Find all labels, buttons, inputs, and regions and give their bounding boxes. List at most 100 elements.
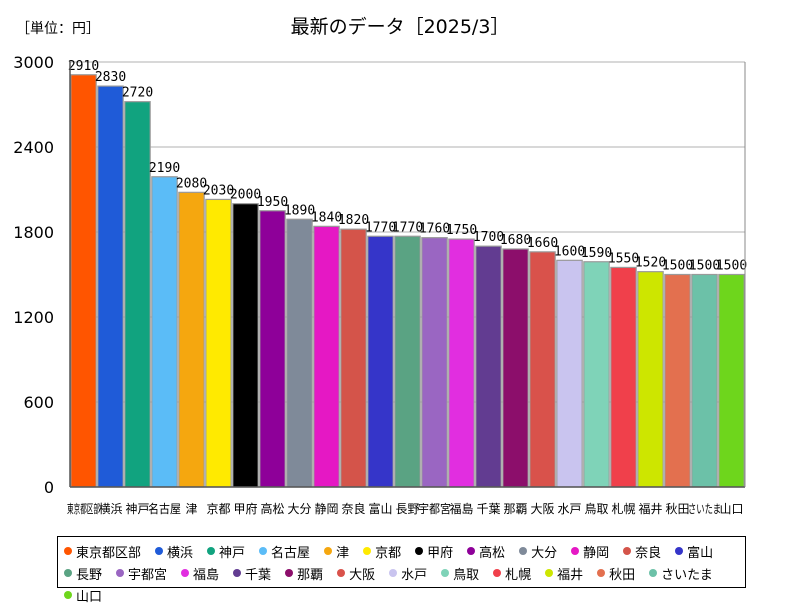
legend-marker <box>337 569 346 577</box>
legend-item: 千葉 <box>233 562 271 584</box>
legend-marker <box>116 569 125 577</box>
legend-marker <box>519 547 528 555</box>
x-tick-label: 宇都宮 <box>418 501 451 516</box>
data-label: 1950 <box>257 195 288 210</box>
legend-label: 静岡 <box>583 545 610 561</box>
legend-item: 東京都区部 <box>64 540 141 562</box>
bar <box>502 248 529 488</box>
legend-marker <box>441 569 450 577</box>
legend-label: 秋田 <box>609 567 636 583</box>
bar <box>340 228 367 488</box>
legend-label: 那覇 <box>297 567 324 583</box>
legend-item: 奈良 <box>623 540 661 562</box>
x-tick-label: 富山 <box>368 501 392 516</box>
data-label: 1840 <box>311 210 342 225</box>
legend-marker <box>675 547 684 555</box>
x-tick-label: 静岡 <box>314 502 338 516</box>
bar <box>664 273 691 488</box>
legend-marker <box>64 591 72 599</box>
x-tick-label: 秋田 <box>665 502 689 516</box>
legend-marker <box>324 547 333 555</box>
legend-marker <box>649 569 658 577</box>
x-tick-label: 大分 <box>287 502 311 516</box>
bar <box>718 273 745 488</box>
bar <box>205 198 232 488</box>
chart-legend: 東京都区部 横浜 神戸 名古屋 津 京都 甲府 高松 大分 静岡 奈良 富山 長野 宇都宮 福島 千葉 那覇 大阪… <box>57 536 746 605</box>
legend-label: 福島 <box>193 567 220 583</box>
data-label: 2190 <box>149 161 180 176</box>
legend-label: 鳥取 <box>453 567 480 583</box>
x-tick-label: 那覇 <box>503 502 527 516</box>
legend-label: 京都 <box>375 545 402 561</box>
legend-marker <box>415 547 424 555</box>
legend-label: 高松 <box>479 545 506 561</box>
legend-item: 静岡 <box>571 540 609 562</box>
legend-item: 福島 <box>181 562 219 584</box>
legend-item: 大阪 <box>337 562 375 584</box>
data-label: 2720 <box>122 86 153 101</box>
legend-item: さいたま <box>649 562 713 584</box>
legend-marker <box>233 569 242 577</box>
legend-label: 長野 <box>76 567 103 583</box>
legend-marker <box>571 547 580 555</box>
y-tick-label: 1800 <box>13 223 54 242</box>
legend-item: 宇都宮 <box>116 562 167 584</box>
legend-marker <box>467 547 476 555</box>
legend-item: 横浜 <box>155 540 193 562</box>
y-tick-label: 3000 <box>13 53 54 72</box>
bar <box>313 225 340 488</box>
x-tick-label: 高松 <box>260 501 284 516</box>
x-tick-label: 神戸 <box>125 502 149 516</box>
legend-label: 甲府 <box>427 545 454 561</box>
legend-marker <box>207 547 216 555</box>
bar <box>475 245 502 488</box>
x-tick-label: 長野 <box>395 502 419 516</box>
legend-label: 富山 <box>687 545 714 561</box>
bar <box>232 203 259 488</box>
unit-label: ［単位：円］ <box>16 21 100 37</box>
legend-label: 福井 <box>557 567 584 583</box>
data-label: 1820 <box>338 213 369 228</box>
bar <box>178 191 205 488</box>
data-label: 1590 <box>581 246 612 261</box>
data-label: 2910 <box>68 59 99 74</box>
data-label: 2080 <box>176 176 207 191</box>
legend-marker <box>155 547 164 555</box>
data-label: 1770 <box>392 220 423 235</box>
legend-marker <box>623 547 632 555</box>
legend-item: 福井 <box>545 562 583 584</box>
legend-label: 札幌 <box>505 567 532 583</box>
data-label: 1680 <box>500 233 531 248</box>
bar-chart: 0 600 1200 1800 2400 3000 2910 東京都区部 2830 横浜 2720 神… <box>13 53 747 516</box>
legend-item: 名古屋 <box>259 540 310 562</box>
legend-label: 山口 <box>76 589 103 605</box>
legend-marker <box>64 547 72 555</box>
x-tick-label: さいたま <box>688 502 721 516</box>
legend-label: 神戸 <box>219 545 246 561</box>
legend-label: 東京都区部 <box>76 545 142 561</box>
x-tick-label: 山口 <box>719 502 743 516</box>
x-tick-label: 千葉 <box>476 502 500 516</box>
x-tick-label: 福井 <box>638 501 662 516</box>
x-tick-label: 甲府 <box>233 501 257 516</box>
legend-item: 高松 <box>467 540 505 562</box>
bar <box>70 74 97 488</box>
y-tick-label: 600 <box>23 393 54 412</box>
bar <box>367 235 394 488</box>
bar <box>529 251 556 488</box>
legend-label: 水戸 <box>401 567 428 583</box>
legend-marker <box>181 569 190 577</box>
legend-label: 奈良 <box>635 545 662 561</box>
data-label: 2830 <box>95 70 126 85</box>
x-tick-label: 奈良 <box>341 501 365 516</box>
bar <box>97 85 124 488</box>
x-tick-label: 横浜 <box>98 502 122 516</box>
legend-item: 甲府 <box>415 540 453 562</box>
data-label: 1600 <box>554 244 585 259</box>
legend-marker <box>545 569 554 577</box>
data-label: 1770 <box>365 220 396 235</box>
legend-item: 長野 <box>64 562 102 584</box>
data-label: 1520 <box>635 256 666 271</box>
legend-item: 京都 <box>363 540 401 562</box>
data-label: 1660 <box>527 236 558 251</box>
